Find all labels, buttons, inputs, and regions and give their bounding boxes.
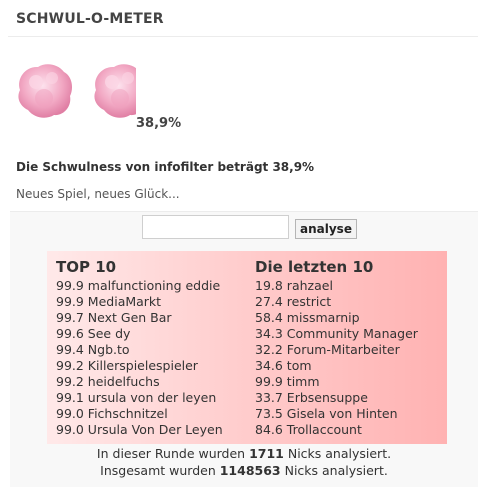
top10-item: 99.7 Next Gen Bar <box>56 310 172 325</box>
last10-item: 99.9 timm <box>255 374 320 389</box>
last10-item: 58.4 missmarnip <box>255 310 360 325</box>
last10-item: 27.4 restrict <box>255 294 332 309</box>
top10-item: 99.0 Ursula Von Der Leyen <box>56 422 223 437</box>
stats-total-suffix: Nicks analysiert. <box>280 463 388 478</box>
last10-heading: Die letzten 10 <box>255 258 374 276</box>
page-title: SCHWUL-O-METER <box>16 11 164 27</box>
stats-round-prefix: In dieser Runde wurden <box>96 446 250 461</box>
top10-item: 99.9 MediaMarkt <box>56 294 162 309</box>
top10-item: 99.0 Fichschnitzel <box>56 406 168 421</box>
top10-item: 99.2 heidelfuchs <box>56 374 160 389</box>
last10-item: 34.6 tom <box>255 358 312 373</box>
top10-item: 99.9 malfunctioning eddie <box>56 278 221 293</box>
nick-input[interactable] <box>142 215 289 239</box>
rankings-box: TOP 10 99.9 malfunctioning eddie 99.9 Med… <box>47 251 447 444</box>
title-divider <box>8 36 478 37</box>
top10-item: 99.2 Killerspielespieler <box>56 358 198 373</box>
result-text: Die Schwulness von infofilter beträgt 38… <box>16 160 315 174</box>
stats-total-count: 1148563 <box>219 463 281 478</box>
cotton-candy-icon <box>14 60 76 122</box>
last10-item: 73.5 Gisela von Hinten <box>255 406 398 421</box>
meter-percent: 38,9% <box>136 116 182 131</box>
last10-item: 84.6 Trollaccount <box>255 422 362 437</box>
last10-item: 33.7 Erbsensuppe <box>255 390 368 405</box>
top10-column: TOP 10 99.9 malfunctioning eddie 99.9 Med… <box>56 258 223 438</box>
last10-item: 19.8 rahzael <box>255 278 333 293</box>
stats-round: In dieser Runde wurden 1711 Nicks analys… <box>10 446 478 461</box>
stats-total: Insgesamt wurden 1148563 Nicks analysier… <box>10 463 478 478</box>
top10-item: 99.6 See dy <box>56 326 131 341</box>
top10-item: 99.4 Ngb.to <box>56 342 130 357</box>
top10-list: 99.9 malfunctioning eddie 99.9 MediaMarkt… <box>56 278 223 438</box>
last10-list: 19.8 rahzael 27.4 restrict 58.4 missmarnip… <box>255 278 418 438</box>
analyse-button[interactable]: analyse <box>295 219 357 239</box>
stats-round-count: 1711 <box>249 446 284 461</box>
result-subtext: Neues Spiel, neues Glück... <box>16 187 180 201</box>
cotton-candy-icon-partial <box>90 60 136 122</box>
last10-column: Die letzten 10 19.8 rahzael 27.4 restrict… <box>255 258 418 438</box>
top10-heading: TOP 10 <box>56 258 117 276</box>
stats-round-suffix: Nicks analysiert. <box>283 446 392 461</box>
last10-item: 34.3 Community Manager <box>255 326 418 341</box>
last10-item: 32.2 Forum-Mitarbeiter <box>255 342 400 357</box>
top10-item: 99.1 ursula von der leyen <box>56 390 217 405</box>
stats-total-prefix: Insgesamt wurden <box>100 463 220 478</box>
